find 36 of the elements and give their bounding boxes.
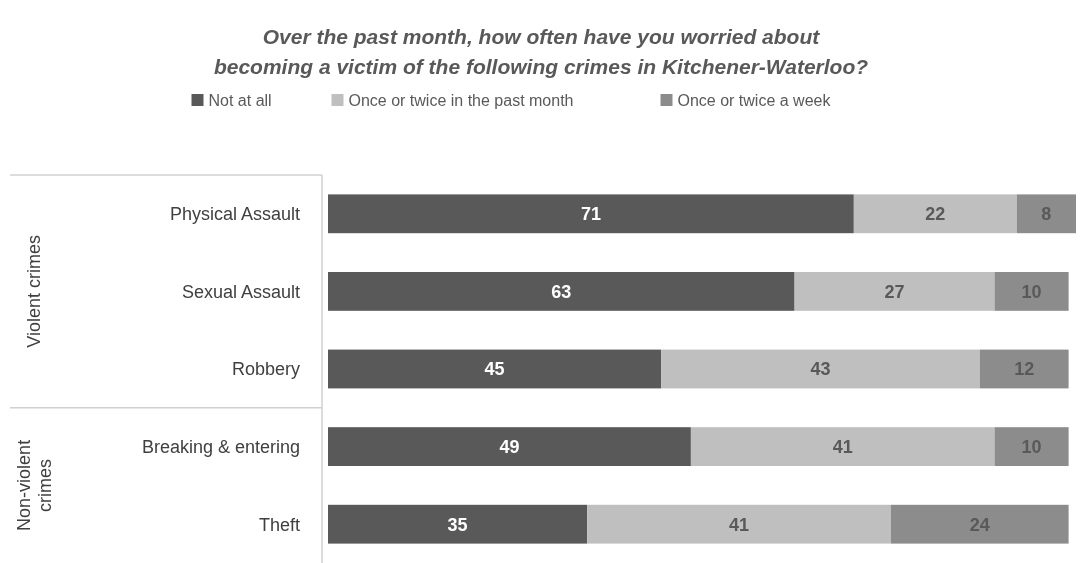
y-tick-label: Breaking & entering xyxy=(141,436,300,457)
data-label: 45 xyxy=(484,359,505,380)
bar xyxy=(328,349,662,389)
data-label: 71 xyxy=(580,204,601,225)
data-label: 22 xyxy=(925,204,946,225)
bar xyxy=(994,272,1069,311)
text: Violent crimes xyxy=(24,235,44,348)
bar xyxy=(661,349,980,389)
legend-label: Not at all xyxy=(208,91,272,109)
y-tick-label: Sexual Assault xyxy=(181,281,300,302)
bar xyxy=(890,504,1069,544)
y-tick-label: Robbery xyxy=(231,359,300,380)
bar xyxy=(328,504,588,544)
bar xyxy=(328,194,854,234)
bar xyxy=(794,272,995,311)
bar xyxy=(328,427,691,466)
data-label: 49 xyxy=(499,436,520,457)
text: Non-violent crimes xyxy=(14,439,55,531)
data-label: 43 xyxy=(810,359,831,380)
bar xyxy=(994,427,1069,466)
bar xyxy=(328,272,795,311)
data-label: 27 xyxy=(884,281,905,302)
bar xyxy=(587,504,891,544)
data-label: 41 xyxy=(832,436,853,457)
bar xyxy=(1016,194,1076,234)
data-label: 35 xyxy=(447,514,468,535)
data-label: 63 xyxy=(551,281,572,302)
legend-label: Once or twice a week xyxy=(677,91,832,109)
y-tick-label: Theft xyxy=(258,514,300,535)
chart-title: Over the past month, how often have you worried about becoming a victim of the following crimes in Kitchener-Waterloo? xyxy=(213,25,869,78)
bar xyxy=(979,349,1069,389)
bar xyxy=(690,427,995,466)
legend-label: Once or twice in the past month xyxy=(348,91,574,109)
y-tick-label: Physical Assault xyxy=(169,204,300,225)
data-label: 41 xyxy=(729,514,750,535)
bar xyxy=(853,194,1017,234)
